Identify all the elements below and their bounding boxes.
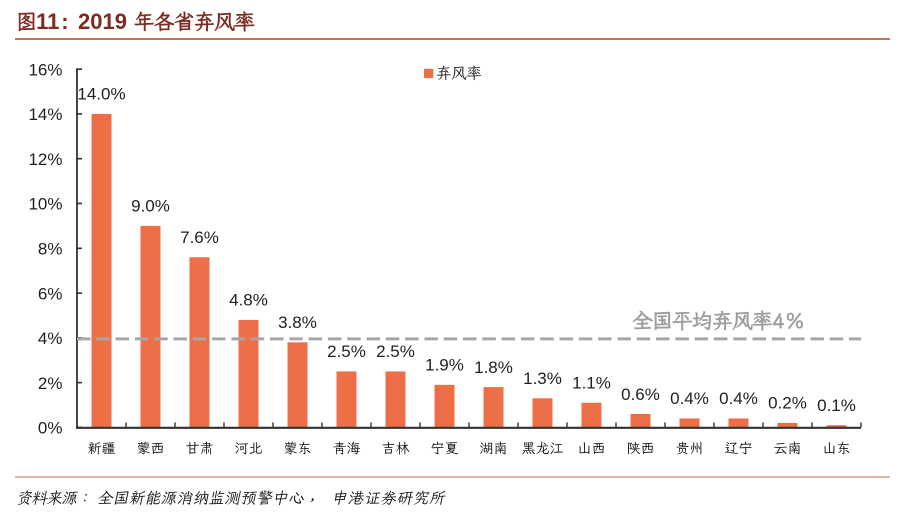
svg-text:0.1%: 0.1% bbox=[817, 396, 856, 415]
svg-text:14.0%: 14.0% bbox=[77, 85, 125, 104]
svg-text:1.8%: 1.8% bbox=[474, 358, 513, 377]
svg-text:10%: 10% bbox=[28, 195, 62, 214]
svg-text:11: 11 bbox=[36, 9, 59, 34]
svg-text:7.6%: 7.6% bbox=[180, 228, 219, 247]
svg-text:2.5%: 2.5% bbox=[376, 342, 415, 361]
svg-text:6%: 6% bbox=[38, 284, 63, 303]
svg-text:2.5%: 2.5% bbox=[327, 342, 366, 361]
svg-text:0.2%: 0.2% bbox=[768, 394, 807, 413]
svg-text:12%: 12% bbox=[28, 150, 62, 169]
svg-text:14%: 14% bbox=[28, 105, 62, 124]
svg-text:1.1%: 1.1% bbox=[572, 374, 611, 393]
svg-text:4%: 4% bbox=[38, 329, 63, 348]
svg-text:2%: 2% bbox=[38, 374, 63, 393]
svg-text:1.3%: 1.3% bbox=[523, 369, 562, 388]
svg-text:1.9%: 1.9% bbox=[425, 356, 464, 375]
svg-text:0.4%: 0.4% bbox=[670, 389, 709, 408]
svg-text:2019: 2019 bbox=[78, 9, 127, 34]
svg-text:4.8%: 4.8% bbox=[229, 291, 268, 310]
svg-text:0%: 0% bbox=[38, 419, 63, 438]
svg-text:9.0%: 9.0% bbox=[131, 197, 170, 216]
svg-text:0.4%: 0.4% bbox=[719, 389, 758, 408]
svg-text:16%: 16% bbox=[28, 60, 62, 79]
svg-text:3.8%: 3.8% bbox=[278, 313, 317, 332]
svg-text::: : bbox=[61, 9, 68, 34]
svg-text:0.6%: 0.6% bbox=[621, 385, 660, 404]
svg-text:8%: 8% bbox=[38, 240, 63, 259]
